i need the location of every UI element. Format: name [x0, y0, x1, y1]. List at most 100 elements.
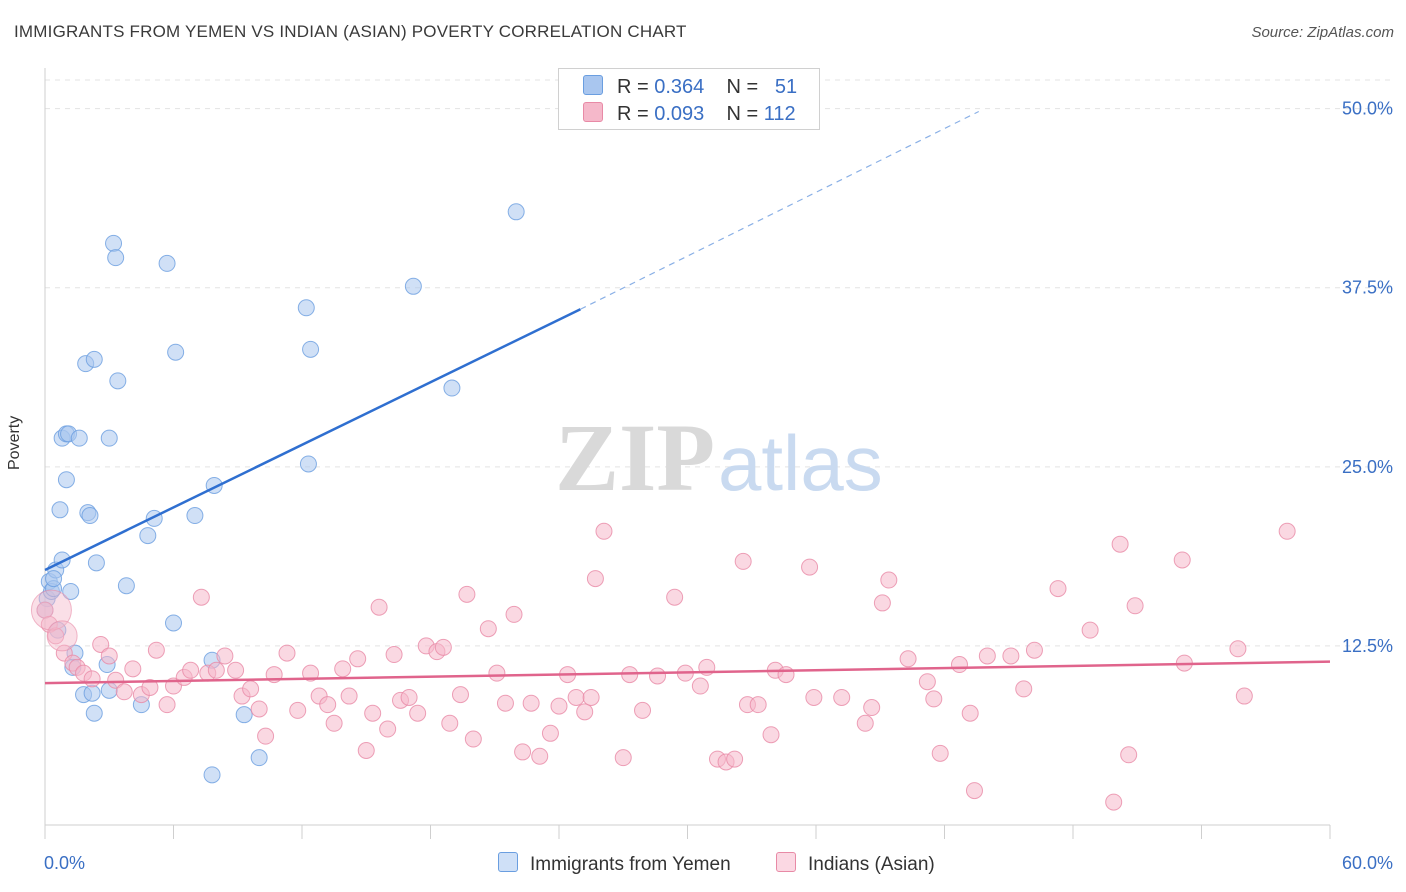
yemen-point	[100, 429, 118, 447]
indians-point	[505, 605, 523, 623]
indians-point	[147, 641, 165, 659]
indians-point	[1025, 641, 1043, 659]
indians-point	[863, 699, 881, 717]
indians-point	[965, 782, 983, 800]
indians-point	[370, 598, 388, 616]
legend-item-indians[interactable]: Indians (Asian)	[776, 852, 935, 876]
indians-point	[1081, 621, 1099, 639]
indians-point	[409, 704, 427, 722]
indians-point	[496, 694, 514, 712]
indians-point	[666, 588, 684, 606]
n-label: N =	[726, 103, 759, 125]
indians-point	[349, 650, 367, 668]
source-label: Source: ZipAtlas.com	[1251, 24, 1394, 41]
indians-point	[1111, 535, 1129, 553]
yemen-point	[203, 766, 221, 784]
yemen-point	[167, 343, 185, 361]
yemen-point	[158, 254, 176, 272]
yemen-point	[297, 299, 315, 317]
legend-label: Indians (Asian)	[808, 854, 935, 875]
indians-point	[158, 696, 176, 714]
indians-point	[726, 750, 744, 768]
indians-point	[379, 720, 397, 738]
indians-point	[458, 585, 476, 603]
yemen-point	[70, 429, 88, 447]
indians-point	[1235, 687, 1253, 705]
yemen-point	[299, 455, 317, 473]
indians-point	[1126, 597, 1144, 615]
indians-point	[918, 673, 936, 691]
indians-point	[567, 688, 585, 706]
y-tick-label: 12.5%	[1342, 636, 1393, 656]
indians-point	[488, 664, 506, 682]
indians-point	[83, 670, 101, 688]
n-value: 51	[774, 76, 798, 98]
indians-point	[749, 696, 767, 714]
indians-point	[107, 671, 125, 689]
indians-point	[595, 522, 613, 540]
indians-point	[586, 570, 604, 588]
indians-point	[242, 680, 260, 698]
yemen-point	[404, 277, 422, 295]
indians-point	[141, 678, 159, 696]
indians-point	[1049, 580, 1067, 598]
indians-point	[734, 552, 752, 570]
indians-point	[441, 714, 459, 732]
indians-point	[691, 677, 709, 695]
n-label: N =	[726, 76, 759, 98]
indians-legend-swatch-icon	[776, 852, 796, 872]
legend-label: Immigrants from Yemen	[530, 854, 731, 875]
x-tick-label-max: 60.0%	[1342, 853, 1393, 873]
indians-point	[978, 647, 996, 665]
yemen-point	[83, 684, 101, 702]
indians-point	[1002, 647, 1020, 665]
yemen-point	[85, 704, 103, 722]
x-tick-label-min: 0.0%	[44, 853, 85, 873]
indians-point	[92, 635, 110, 653]
tick-labels: 12.5% 25.0% 37.5% 50.0% 0.0% 60.0%	[44, 99, 1393, 873]
stats-legend: R = 0.364 N = 51 R = 0.093 N = 112	[558, 68, 820, 130]
indians-point	[805, 688, 823, 706]
yemen-point	[117, 577, 135, 595]
indians-point	[340, 687, 358, 705]
indians-point	[576, 703, 594, 721]
yemen-point	[165, 614, 182, 632]
indians-point	[182, 661, 200, 679]
indians-point	[192, 588, 210, 606]
indians-point	[961, 704, 979, 722]
indians-point	[364, 704, 382, 722]
stats-row-yemen: R = 0.364 N = 51	[583, 75, 797, 99]
indians-point	[289, 701, 307, 719]
trend-lines	[44, 110, 1331, 685]
indians-point	[278, 644, 296, 662]
indians-point	[541, 724, 559, 742]
yemen-point	[302, 340, 320, 358]
indians-point	[925, 690, 943, 708]
r-label: R =	[617, 76, 649, 98]
indians-point	[434, 638, 452, 656]
indians-point	[124, 660, 142, 678]
indians-point	[931, 744, 949, 762]
indians-point	[115, 683, 133, 701]
indians-point	[649, 667, 667, 685]
indians-point	[1278, 522, 1296, 540]
indians-point	[1015, 680, 1033, 698]
indians-point	[400, 688, 418, 706]
legend-item-yemen[interactable]: Immigrants from Yemen	[498, 852, 731, 876]
indians-point	[216, 647, 234, 665]
yemen-point	[87, 554, 105, 572]
yemen-trend-line	[44, 308, 581, 572]
indians-point	[777, 666, 795, 684]
indians-point	[451, 686, 469, 704]
r-value: 0.364	[654, 76, 705, 98]
indians-point	[1229, 640, 1247, 658]
indians-point	[319, 696, 337, 714]
indians-point	[582, 688, 600, 706]
yemen-point	[45, 570, 63, 588]
indians-point	[634, 701, 652, 719]
r-label: R =	[617, 103, 649, 125]
indians-point	[1173, 551, 1191, 569]
indians-point	[614, 749, 632, 767]
indians-point	[302, 664, 320, 682]
